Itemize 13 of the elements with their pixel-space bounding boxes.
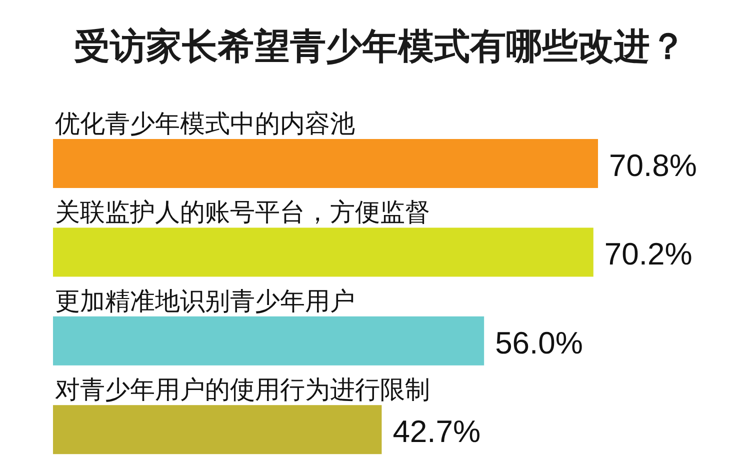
bar	[53, 228, 594, 277]
y-tick-label: 优化青少年模式中的内容池	[55, 110, 355, 138]
data-label: 70.8%	[609, 148, 697, 183]
data-label: 42.7%	[392, 414, 481, 450]
y-tick-label: 关联监护人的账号平台，方便监督	[55, 198, 430, 227]
bar	[53, 139, 598, 188]
y-tick-label: 更加精准地识别青少年用户	[55, 287, 355, 316]
data-label: 70.2%	[604, 236, 692, 272]
data-label: 56.0%	[495, 325, 583, 360]
bar	[53, 405, 382, 454]
chart-title: 受访家长希望青少年模式有哪些改进？	[74, 26, 686, 66]
bar	[53, 316, 484, 366]
y-tick-label: 对青少年用户的使用行为进行限制	[55, 376, 430, 404]
